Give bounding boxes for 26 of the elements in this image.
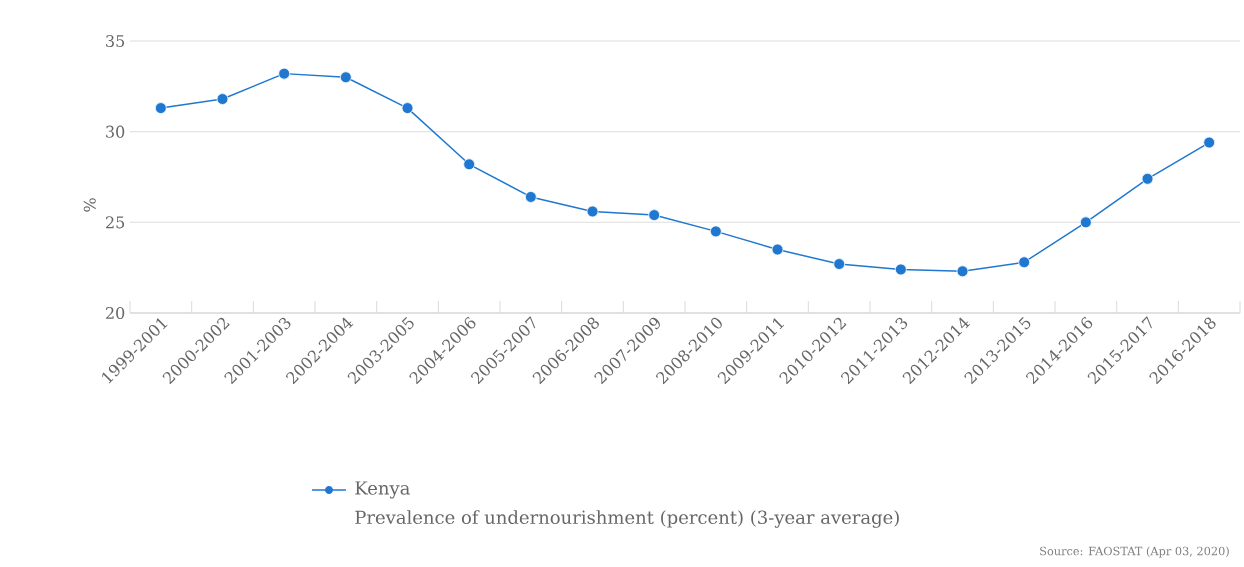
text: Prevalence of undernourishment (percent) (3-year average) (355, 510, 899, 528)
point (463, 158, 476, 171)
y-tick-label: 35 (106, 34, 125, 48)
point (278, 67, 291, 80)
point (401, 102, 414, 114)
point (216, 93, 229, 105)
point (524, 191, 537, 203)
y-tick-label: 25 (106, 216, 125, 229)
point (586, 205, 599, 218)
y-tick-label: 20 (106, 306, 125, 320)
point (1203, 136, 1216, 149)
point (648, 209, 661, 221)
point (709, 225, 722, 238)
point (1079, 216, 1092, 229)
point (894, 263, 907, 276)
point (956, 265, 969, 278)
point (833, 258, 846, 270)
point (154, 102, 167, 114)
y-tick-label: 30 (106, 125, 125, 138)
point (771, 243, 784, 256)
point (1018, 256, 1031, 269)
legend-label: Kenya (355, 481, 410, 499)
point (339, 71, 352, 84)
y-axis-title: % (83, 198, 96, 212)
source-note: Source: FAOSTAT (Apr 03, 2020) (1040, 546, 1229, 558)
point (1141, 172, 1154, 185)
